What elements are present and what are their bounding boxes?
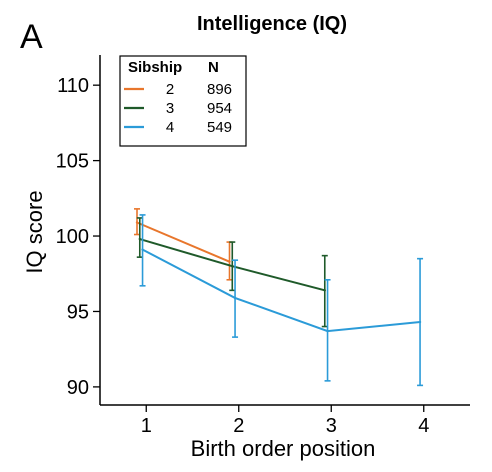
y-tick-label: 100 [56,226,89,248]
legend-count: 896 [207,81,232,98]
y-tick-label: 105 [56,151,89,173]
panel-label: A [20,18,43,56]
x-tick-label: 2 [233,415,244,437]
legend-count: 549 [207,119,232,136]
y-ticks: 90 95 100 105 110 [56,75,100,399]
legend-n-header: N [208,59,219,76]
y-tick-label: 95 [67,301,89,323]
data-point [135,221,139,224]
legend-label: 4 [166,119,174,136]
legend-label: 2 [166,81,174,98]
series-layer [134,208,424,387]
series-2 [134,208,233,281]
data-point [228,260,231,263]
data-point [418,320,422,324]
y-axis-title: IQ score [22,190,47,273]
y-tick-label: 110 [57,75,89,97]
axes [99,55,470,406]
y-tick-label: 90 [67,377,89,399]
x-axis-title: Birth order position [191,436,376,461]
data-point [233,296,237,300]
data-point [231,265,234,268]
legend-count: 954 [207,100,232,117]
series-line [136,221,230,263]
data-point [326,329,329,333]
legend-label: 3 [166,100,174,117]
series-line [142,248,421,333]
data-point [141,248,144,251]
x-ticks: 1 2 3 4 [141,405,429,437]
legend: Sibship N 2 896 3 954 4 549 [119,55,247,147]
legend-title: Sibship [128,59,182,76]
data-point [138,237,141,241]
legend-box [119,55,247,147]
chart-title: Intelligence (IQ) [197,13,347,35]
data-point [323,289,326,292]
x-tick-label: 4 [418,415,429,437]
series-4 [139,214,424,387]
x-tick-label: 1 [141,415,152,437]
x-tick-label: 3 [326,415,337,437]
